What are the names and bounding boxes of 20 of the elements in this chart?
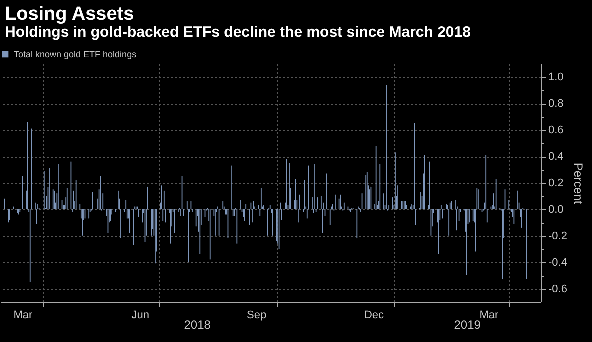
- x-tick-label: Sep: [247, 310, 267, 322]
- y-tick-label: 0.8: [548, 98, 564, 110]
- legend-label: Total known gold ETF holdings: [14, 50, 138, 60]
- chart-subtitle: Holdings in gold-backed ETFs decline the most since March 2018: [5, 24, 471, 41]
- chart-title: Losing Assets: [5, 4, 134, 25]
- y-tick-label: 0.4: [548, 151, 564, 164]
- text: 2019: [454, 318, 482, 332]
- x-tick-label: Dec: [364, 310, 385, 322]
- y-tick-label: -0.6: [548, 283, 568, 296]
- y-tick-label: -0.4: [548, 256, 568, 269]
- y-tick-label: -0.2: [548, 230, 568, 242]
- text: 2018: [184, 318, 212, 332]
- y-axis-title: Percent: [571, 162, 586, 205]
- x-tick-label: Mar: [14, 310, 34, 322]
- y-tick-label: 0.6: [548, 124, 564, 137]
- x-tick-label: Mar: [480, 310, 499, 322]
- y-tick-label: 1.0: [548, 72, 564, 84]
- y-tick-label: 0.2: [548, 178, 564, 190]
- x-tick-label: Jun: [132, 310, 150, 322]
- y-tick-label: 0.0: [548, 204, 564, 216]
